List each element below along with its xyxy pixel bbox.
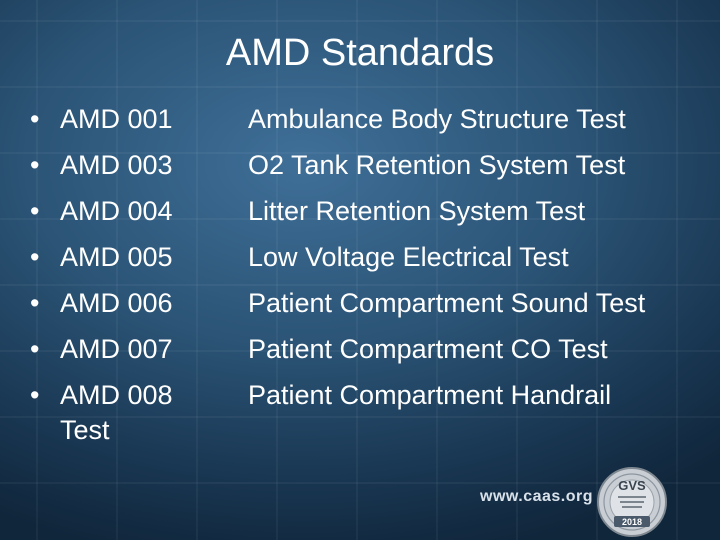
code-list: • AMD 001 • AMD 003 • AMD 004 • AMD 005 • AMD… [28, 96, 218, 448]
bullet-icon: • [30, 104, 40, 134]
code-label: AMD 004 [60, 196, 173, 226]
description-item: Litter Retention System Test [248, 196, 586, 226]
bullet-icon: • [30, 288, 40, 318]
code-label: AMD 008 [60, 380, 173, 410]
list-item: • AMD 004 [28, 188, 218, 234]
seal-initials: GVS [618, 478, 646, 493]
bullet-icon: • [30, 196, 40, 226]
code-label: AMD 005 [60, 242, 173, 272]
slide-title: AMD Standards [225, 32, 495, 74]
seal-year: 2018 [622, 517, 642, 527]
list-item: • AMD 005 [28, 234, 218, 280]
code-label: AMD 006 [60, 288, 173, 318]
bullet-icon: • [30, 242, 40, 272]
list-item: • AMD 007 [28, 326, 218, 372]
code-label: AMD 001 [60, 104, 173, 134]
gvs-seal-logo: GVS 2018 [597, 467, 667, 537]
bullet-icon: • [30, 150, 40, 180]
list-item: • AMD 008 Test [28, 372, 218, 448]
bullet-icon: • [30, 334, 40, 364]
code-label: AMD 003 [60, 150, 173, 180]
footer-url: www.caas.org [480, 488, 593, 505]
list-item: • AMD 006 [28, 280, 218, 326]
code-overflow-text: Test [60, 415, 110, 445]
list-item: • AMD 001 [28, 96, 218, 142]
bullet-icon: • [30, 380, 40, 410]
description-item: Low Voltage Electrical Test [248, 242, 569, 272]
description-item: Patient Compartment CO Test [248, 334, 608, 364]
description-item: Patient Compartment Sound Test [248, 288, 646, 318]
list-item: • AMD 003 [28, 142, 218, 188]
description-list: Ambulance Body Structure Test O2 Tank Re… [248, 96, 718, 418]
description-item: O2 Tank Retention System Test [248, 150, 626, 180]
description-item: Ambulance Body Structure Test [248, 104, 626, 134]
description-item: Patient Compartment Handrail [248, 380, 612, 410]
code-label: AMD 007 [60, 334, 173, 364]
